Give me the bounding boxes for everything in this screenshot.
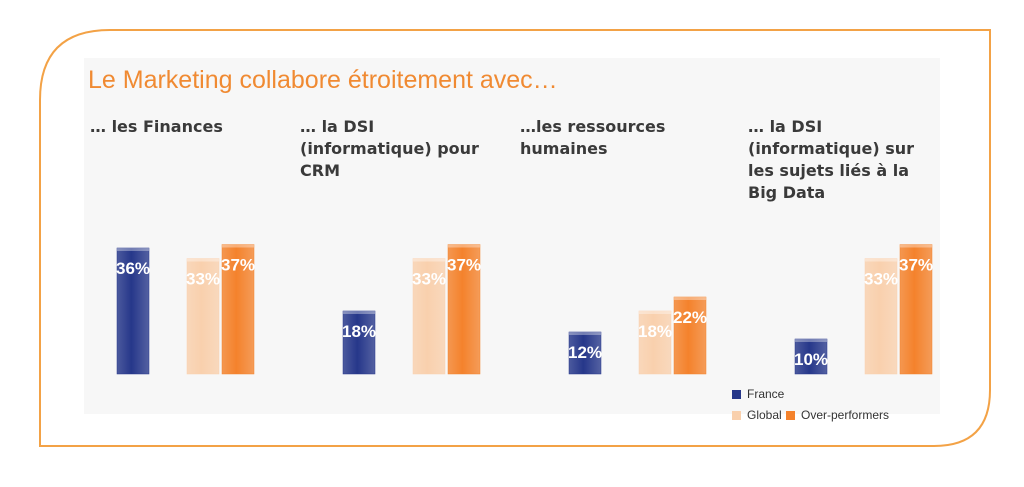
bar-highlight-france-3 [795,339,827,342]
bar-highlight-global-2 [639,311,671,314]
bar-highlight-france-0 [117,248,149,251]
chart-title: Le Marketing collabore étroitement avec… [88,66,558,94]
data-label-global-0: 33% [186,270,220,289]
data-label-france-3: 10% [794,350,828,369]
category-heading-dsi-crm: … la DSI (informatique) pour CRM [300,117,479,180]
legend-item-global: Global [732,408,782,422]
bar-over-performers-2 [673,296,707,375]
data-label-france-2: 12% [568,343,602,362]
legend-item-france: France [732,387,784,401]
bar-highlight-over-performers-1 [448,244,480,248]
legend-label-global: Global [747,408,782,422]
legend-label-france: France [747,387,785,401]
legend-swatch-over-performers [786,410,795,420]
bar-over-performers-3 [899,244,933,375]
bar-highlight-france-1 [343,311,375,314]
bar-france-2 [568,331,602,375]
data-label-over-performers-2: 22% [673,308,707,327]
category-heading-rh: …les ressources humaines [520,117,666,158]
bar-highlight-over-performers-0 [222,244,254,248]
data-label-over-performers-0: 37% [221,256,255,275]
data-label-global-2: 18% [638,322,672,341]
bar-highlight-global-1 [413,258,445,262]
bar-global-1 [412,258,446,375]
data-label-france-1: 18% [342,322,376,341]
legend-swatch-france [732,389,741,399]
data-label-over-performers-3: 37% [899,256,933,275]
category-heading-finances: … les Finances [90,117,223,136]
bar-over-performers-0 [221,244,255,375]
bar-highlight-global-0 [187,258,219,262]
bar-highlight-france-2 [569,332,601,335]
bar-france-0 [116,247,150,375]
bar-france-3 [794,338,828,375]
data-label-over-performers-1: 37% [447,256,481,275]
legend-item-over-performers: Over-performers [786,408,889,422]
legend-swatch-global [732,410,741,420]
bar-global-2 [638,310,672,375]
data-label-global-1: 33% [412,270,446,289]
category-heading-dsi-bigdata: … la DSI (informatique) sur les sujets l… [748,117,915,202]
bar-highlight-over-performers-2 [674,297,706,300]
bar-global-3 [864,258,898,375]
bar-highlight-global-3 [865,258,897,262]
data-label-france-0: 36% [116,259,150,278]
bar-global-0 [186,258,220,375]
bar-france-1 [342,310,376,375]
legend-label-over-performers: Over-performers [801,408,890,422]
bar-highlight-over-performers-3 [900,244,932,248]
data-label-global-3: 33% [864,270,898,289]
bar-over-performers-1 [447,244,481,375]
